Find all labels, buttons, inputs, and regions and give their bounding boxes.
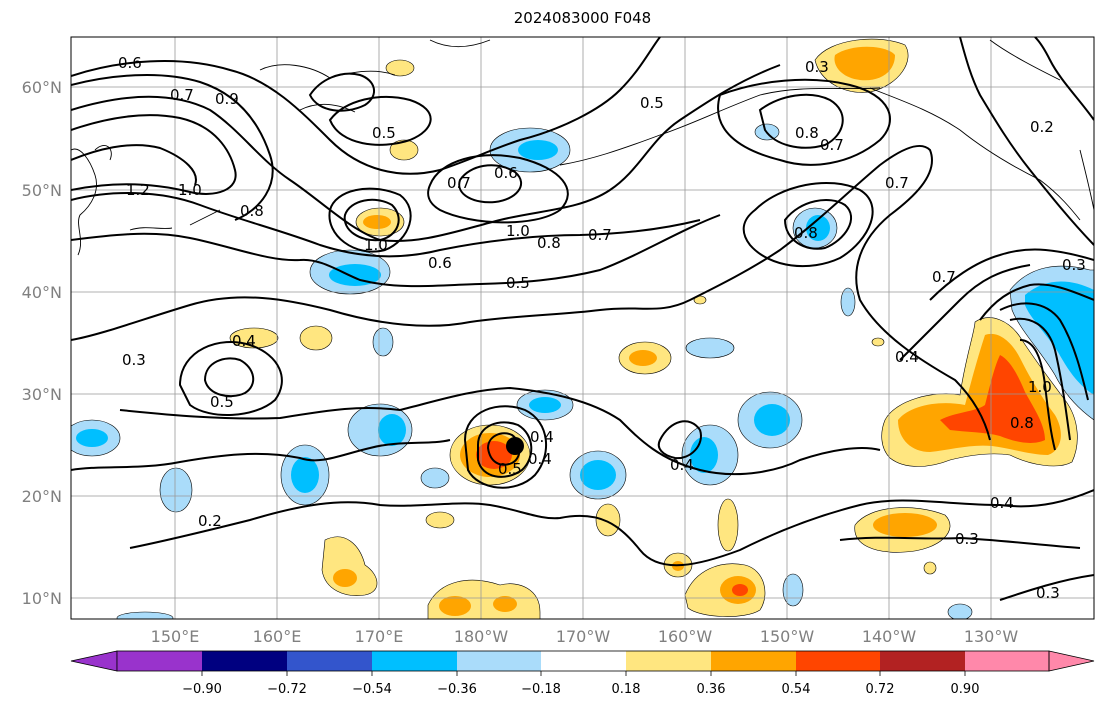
- colorbar-segment: [70, 650, 118, 672]
- contour-label: 0.4: [895, 348, 919, 366]
- lon-label: 140°W: [862, 627, 917, 646]
- contour-label: 0.7: [932, 268, 956, 286]
- lon-label: 160°E: [253, 627, 302, 646]
- colorbar-outline: [116, 650, 1050, 672]
- contour-label: 0.5: [498, 460, 522, 478]
- contour-label: 0.4: [670, 456, 694, 474]
- contour-label: 0.2: [1030, 118, 1054, 136]
- lon-label: 170°W: [556, 627, 611, 646]
- contour-label: 0.8: [795, 124, 819, 142]
- contour-label: 0.5: [506, 274, 530, 292]
- contour-labels: 0.6 0.7 0.9 1.2 1.0 0.8 0.5 0.7 0.6 1.0 …: [118, 54, 1086, 602]
- colorbar-segment: [541, 651, 626, 671]
- contour-label: 0.6: [118, 54, 142, 72]
- map-content: [71, 37, 1094, 619]
- contour-label: 0.4: [530, 428, 554, 446]
- contour-label: 0.7: [170, 86, 194, 104]
- colorbar-tick-label: −0.90: [182, 682, 222, 697]
- contour-label: 1.0: [364, 236, 388, 254]
- contour-label: 1.2: [126, 181, 150, 199]
- lon-label: 150°W: [760, 627, 815, 646]
- contour-label: 0.7: [588, 226, 612, 244]
- colorbar-segment: [372, 651, 457, 671]
- contour-label: 0.4: [232, 332, 256, 350]
- contour-label: 0.2: [198, 512, 222, 530]
- contour-label: 1.0: [178, 181, 202, 199]
- lon-label: 170°E: [355, 627, 404, 646]
- colorbar-segment: [117, 651, 202, 671]
- colorbar-tick-label: −0.18: [521, 682, 561, 697]
- contour-lines: [71, 37, 1094, 601]
- map-border: [70, 36, 1095, 620]
- colorbar-segment: [287, 651, 372, 671]
- contour-label: 0.8: [537, 234, 561, 252]
- contour-label: 0.7: [885, 174, 909, 192]
- contour-label: 0.7: [447, 174, 471, 192]
- colorbar-tick-label: 0.54: [782, 682, 811, 697]
- contour-label: 0.8: [794, 224, 818, 242]
- contour-label: 0.3: [1036, 584, 1060, 602]
- contour-label: 0.5: [210, 393, 234, 411]
- storm-center-marker: [506, 437, 524, 455]
- lon-label: 130°W: [964, 627, 1019, 646]
- graticule: [71, 37, 1094, 619]
- lat-label: 50°N: [22, 181, 62, 200]
- shaded-anomaly-fields: [71, 38, 1094, 619]
- colorbar-ticks: [201, 671, 966, 676]
- lat-label: 20°N: [22, 487, 62, 506]
- contour-label: 0.6: [428, 254, 452, 272]
- contour-label: 1.0: [1028, 378, 1052, 396]
- contour-label: 0.8: [1010, 414, 1034, 432]
- contour-label: 0.3: [805, 58, 829, 76]
- colorbar-segment: [626, 651, 711, 671]
- contour-label: 0.5: [372, 124, 396, 142]
- colorbar-segment: [965, 651, 1049, 671]
- contour-label: 0.3: [122, 351, 146, 369]
- map-title: 2024083000 F048: [513, 9, 652, 27]
- latitude-labels: 60°N 50°N 40°N 30°N 20°N 10°N: [22, 78, 62, 608]
- contour-label: 0.4: [990, 494, 1014, 512]
- colorbar-segment: [711, 651, 796, 671]
- contour-label: 0.3: [1062, 256, 1086, 274]
- colorbar-tick-label: −0.72: [267, 682, 307, 697]
- lon-label: 160°W: [658, 627, 713, 646]
- colorbar-tick-label: 0.36: [697, 682, 726, 697]
- contour-label: 1.0: [506, 222, 530, 240]
- longitude-labels: 150°E 160°E 170°E 180°W 170°W 160°W 150°…: [151, 627, 1019, 646]
- colorbar-segment: [457, 651, 541, 671]
- contour-label: 0.8: [240, 202, 264, 220]
- colorbar-tick-label: 0.90: [951, 682, 980, 697]
- colorbar-segment: [796, 651, 880, 671]
- lat-label: 40°N: [22, 283, 62, 302]
- contour-label: 0.5: [640, 94, 664, 112]
- colorbar-tick-label: 0.72: [866, 682, 895, 697]
- contour-label: 0.6: [494, 164, 518, 182]
- colorbar: −0.90 −0.72 −0.54 −0.36 −0.18 0.18 0.36 …: [70, 650, 1095, 697]
- colorbar-tick-label: −0.54: [352, 682, 392, 697]
- colorbar-tick-label: 0.18: [612, 682, 641, 697]
- lon-label: 150°E: [151, 627, 200, 646]
- lat-label: 10°N: [22, 589, 62, 608]
- contour-label: 0.4: [528, 450, 552, 468]
- colorbar-segment: [1048, 650, 1095, 672]
- lat-label: 60°N: [22, 78, 62, 97]
- contour-label: 0.9: [215, 90, 239, 108]
- colorbar-tick-label: −0.36: [437, 682, 477, 697]
- contour-label: 0.3: [955, 530, 979, 548]
- colorbar-segment: [202, 651, 287, 671]
- lon-label: 180°W: [454, 627, 509, 646]
- contour-label: 0.7: [820, 136, 844, 154]
- colorbar-segment: [880, 651, 965, 671]
- lat-label: 30°N: [22, 385, 62, 404]
